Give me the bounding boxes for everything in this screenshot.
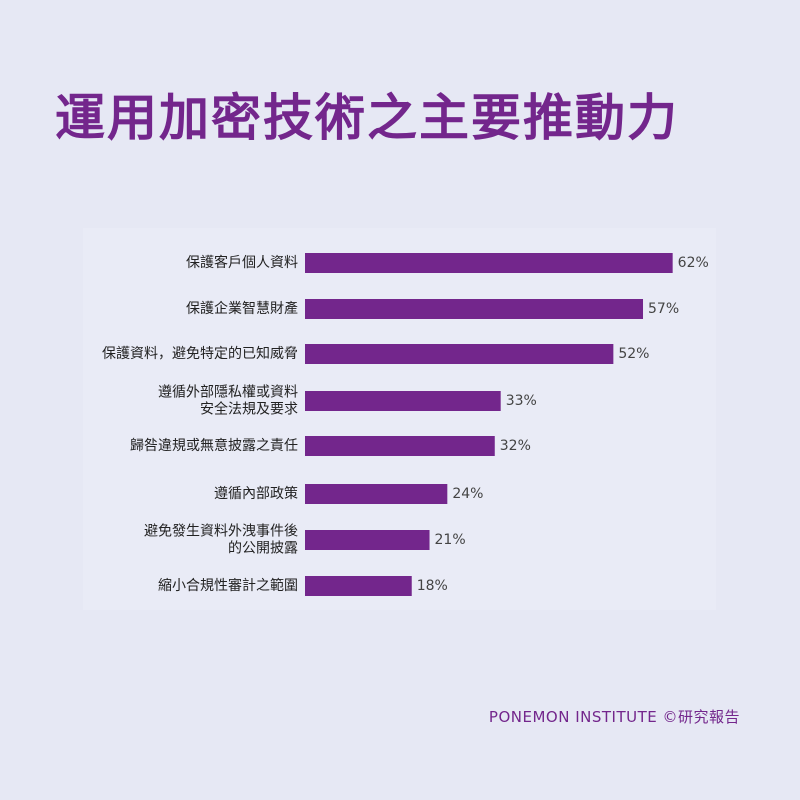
value-label-0: 62%	[678, 255, 709, 271]
category-label-2: 保護資料，避免特定的已知威脅	[102, 345, 298, 362]
value-label-6: 21%	[435, 532, 466, 548]
bar-1	[305, 299, 644, 319]
bar-5	[305, 484, 448, 504]
category-label-7: 縮小合規性審計之範圍	[158, 577, 298, 594]
bar-4	[305, 436, 495, 456]
bar-6	[305, 530, 430, 550]
category-label-4: 歸咎違規或無意披露之責任	[130, 437, 298, 454]
category-label-3: 遵循外部隱私權或資料安全法規及要求	[158, 384, 298, 418]
category-label-5: 遵循內部政策	[214, 485, 298, 502]
bar-0	[305, 253, 673, 273]
bar-3	[305, 391, 501, 411]
chart-panel: 62% 保護客戶個人資料 57% 保護企業智慧財產 52% 保護資料，避免特定的已知威脅 3…	[83, 228, 716, 610]
bar-chart: 62% 保護客戶個人資料 57% 保護企業智慧財產 52% 保護資料，避免特定的已知威脅 3…	[102, 253, 709, 596]
value-label-4: 32%	[500, 438, 531, 454]
value-label-5: 24%	[452, 486, 483, 502]
bar-2	[305, 344, 614, 364]
value-label-1: 57%	[648, 301, 679, 317]
page-title: 運用加密技術之主要推動力	[55, 89, 679, 147]
category-label-0: 保護客戶個人資料	[186, 254, 298, 271]
value-label-7: 18%	[417, 578, 448, 594]
value-label-2: 52%	[618, 346, 649, 362]
bar-7	[305, 576, 412, 596]
footer-credit: PONEMON INSTITUTE ©研究報告	[488, 708, 740, 726]
category-label-1: 保護企業智慧財產	[186, 300, 298, 317]
value-label-3: 33%	[506, 393, 537, 409]
category-label-6: 避免發生資料外洩事件後的公開披露	[144, 524, 298, 557]
